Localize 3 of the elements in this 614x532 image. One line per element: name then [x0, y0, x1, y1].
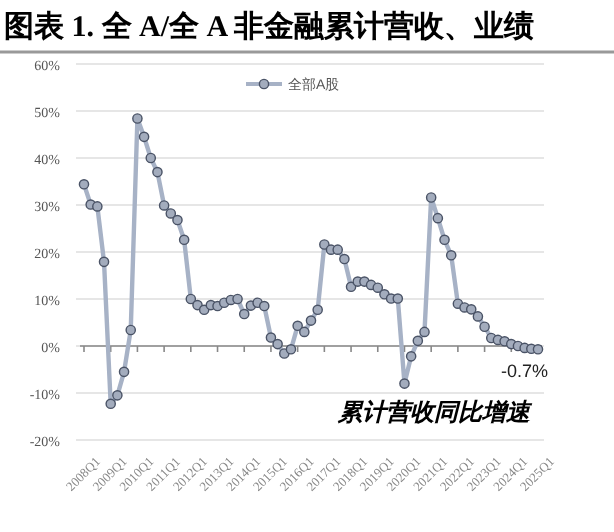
annotation: 累计营收同比增速	[336, 398, 534, 426]
annotation: -0.7%	[500, 361, 548, 382]
chart-title: 图表 1. 全 A/全 A 非金融累计营收、业绩	[4, 10, 535, 44]
